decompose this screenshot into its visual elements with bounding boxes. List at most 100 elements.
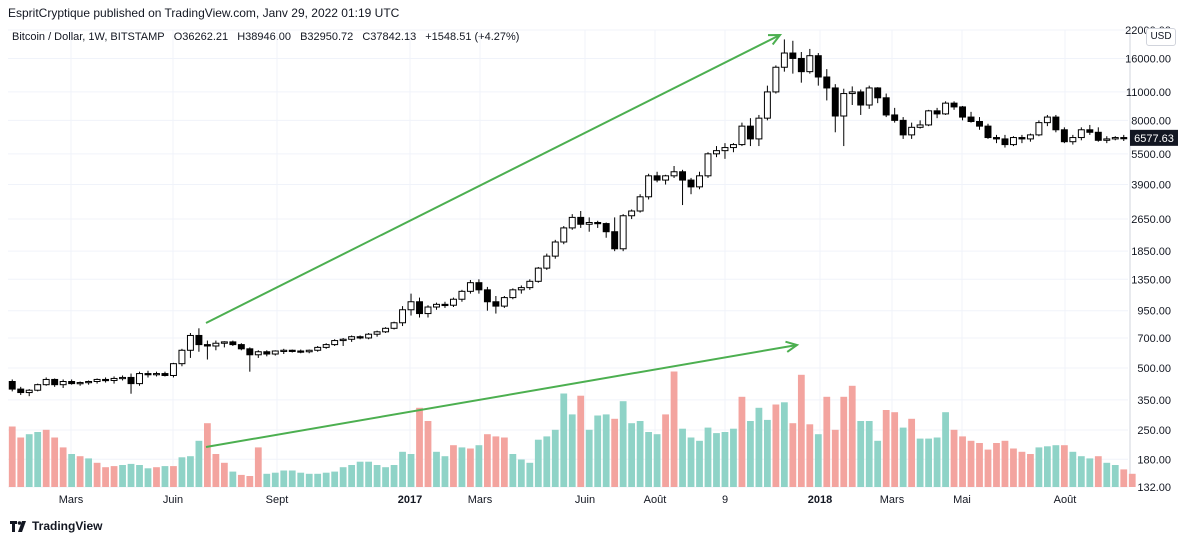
volume-bar bbox=[17, 437, 25, 487]
candles bbox=[8, 39, 1128, 397]
volume-bar bbox=[568, 414, 576, 487]
candle bbox=[297, 349, 305, 354]
volume-bar bbox=[407, 454, 415, 487]
candle bbox=[500, 295, 508, 308]
volume-bar bbox=[806, 424, 814, 487]
volume-bar bbox=[933, 437, 941, 487]
candle bbox=[594, 220, 602, 228]
candle bbox=[916, 120, 924, 129]
candle bbox=[305, 349, 313, 354]
candle bbox=[1111, 136, 1119, 141]
time-tick-label: Juin bbox=[163, 494, 183, 506]
volume-bar bbox=[925, 438, 932, 487]
volume-bar bbox=[967, 440, 975, 487]
candle bbox=[908, 122, 916, 139]
candle bbox=[704, 152, 712, 178]
candle bbox=[356, 335, 364, 340]
candle bbox=[1026, 133, 1034, 142]
time-tick-label: 2017 bbox=[398, 494, 422, 506]
price-tick-label: 700.00 bbox=[1137, 333, 1171, 345]
candle bbox=[1060, 127, 1068, 144]
candle bbox=[874, 87, 882, 104]
volume-bar bbox=[899, 427, 907, 487]
volume-bar bbox=[76, 456, 84, 487]
volume-bar bbox=[127, 463, 135, 487]
time-tick-label: Mars bbox=[59, 494, 84, 506]
volume-bar bbox=[662, 414, 669, 487]
candle bbox=[967, 111, 975, 123]
currency-button[interactable]: USD bbox=[1146, 28, 1176, 46]
volume-bar bbox=[382, 467, 389, 487]
candle bbox=[1001, 134, 1009, 148]
symbol-legend: Bitcoin / Dollar, 1W, BITSTAMP O36262.21… bbox=[12, 31, 525, 43]
price-trend-arrow bbox=[205, 33, 783, 324]
candle bbox=[738, 122, 746, 147]
close-value: C37842.13 bbox=[362, 31, 417, 43]
volume-bar bbox=[916, 438, 924, 487]
time-tick-label: Août bbox=[1054, 494, 1077, 506]
candle bbox=[441, 301, 449, 308]
volume-bar bbox=[814, 434, 822, 487]
time-tick-label: Mars bbox=[468, 494, 493, 506]
candle bbox=[475, 279, 483, 294]
volume-bar bbox=[237, 474, 245, 487]
candle bbox=[763, 85, 771, 121]
candle bbox=[679, 169, 687, 206]
volume-bar bbox=[254, 447, 262, 487]
volume-bar bbox=[34, 432, 42, 487]
price-tick-label: 250.00 bbox=[1137, 425, 1171, 437]
candle bbox=[237, 343, 245, 351]
candle bbox=[1120, 134, 1128, 141]
volume-bar bbox=[611, 418, 619, 487]
volume-bar bbox=[628, 423, 636, 487]
last-price-label: 6577.63 bbox=[1134, 133, 1174, 145]
tradingview-logo[interactable]: TradingView bbox=[10, 519, 102, 533]
symbol-name[interactable]: Bitcoin / Dollar, 1W, BITSTAMP bbox=[12, 31, 165, 43]
volume-bar bbox=[399, 451, 406, 487]
candle bbox=[959, 105, 967, 121]
volume-bar bbox=[865, 421, 873, 487]
candle bbox=[984, 123, 992, 139]
candle bbox=[976, 117, 983, 130]
volume-bar bbox=[738, 396, 746, 487]
candle bbox=[551, 239, 559, 259]
tradingview-logo-icon bbox=[10, 520, 26, 532]
volume-bar bbox=[721, 432, 729, 487]
volume-bar bbox=[110, 466, 118, 487]
volume-bar bbox=[1001, 440, 1009, 487]
volume-bar bbox=[950, 429, 958, 487]
candle bbox=[34, 383, 42, 392]
candle bbox=[831, 84, 839, 133]
price-tick-label: 350.00 bbox=[1137, 395, 1171, 407]
volume-bar bbox=[322, 472, 330, 487]
candle bbox=[806, 48, 814, 74]
candle bbox=[1035, 120, 1043, 137]
candle bbox=[382, 327, 390, 334]
volume-bar bbox=[119, 465, 126, 487]
candle bbox=[942, 101, 950, 115]
candle bbox=[1077, 127, 1085, 141]
volume-bar bbox=[976, 443, 983, 487]
volume-bar bbox=[85, 458, 92, 487]
candle bbox=[186, 333, 194, 358]
volume-bar bbox=[195, 440, 203, 487]
candle bbox=[110, 376, 118, 384]
candle bbox=[416, 297, 423, 318]
volume-bar bbox=[789, 423, 797, 487]
candle bbox=[169, 362, 177, 378]
candle bbox=[68, 379, 76, 385]
volume-bar bbox=[755, 407, 763, 487]
candle bbox=[339, 337, 347, 346]
low-value: B32950.72 bbox=[300, 31, 354, 43]
candle bbox=[220, 341, 228, 348]
candle bbox=[653, 171, 661, 183]
volume-bar bbox=[942, 412, 949, 487]
candle bbox=[59, 379, 67, 388]
candle bbox=[119, 375, 127, 381]
volume-bar bbox=[1044, 446, 1051, 487]
candle bbox=[568, 214, 576, 230]
time-tick-label: Sept bbox=[266, 494, 289, 506]
price-tick-label: 180.00 bbox=[1137, 454, 1171, 466]
volume-bar bbox=[59, 447, 67, 487]
